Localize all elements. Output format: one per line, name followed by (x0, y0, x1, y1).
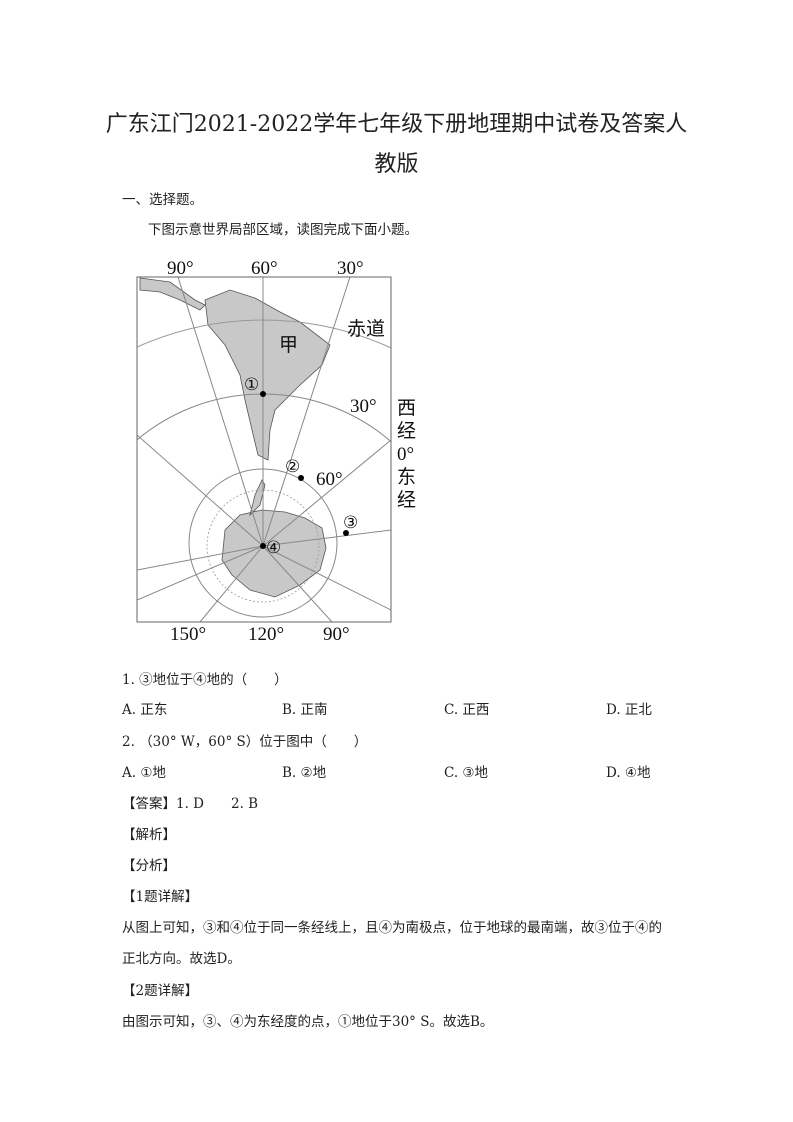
top-label-60: 60° (251, 258, 278, 279)
detail-1-heading: 【1题详解】 (122, 889, 199, 905)
lat30-label: 30° (350, 396, 377, 417)
lat60-label: 60° (316, 469, 343, 490)
detail-2-heading: 【2题详解】 (122, 983, 199, 999)
title-line-1: 广东江门2021-2022学年七年级下册地理期中试卷及答案人 (105, 112, 688, 137)
top-label-90: 90° (167, 258, 194, 279)
section-heading: 一、选择题。 (122, 192, 203, 208)
point-4-marker (260, 543, 266, 549)
point-4-label: ④ (266, 538, 281, 557)
question-2-stem: 2. （30° W，60° S）位于图中（ ） (122, 734, 368, 750)
map-body (137, 277, 391, 622)
meridians (137, 277, 391, 622)
top-label-30: 30° (337, 258, 364, 279)
point-1-label: ① (244, 375, 259, 394)
intro-text: 下图示意世界局部区域，读图完成下面小题。 (148, 222, 418, 238)
title-line-2: 教版 (374, 152, 419, 177)
q2-option-b: B. ②地 (282, 765, 327, 781)
antarctic-circle (206, 489, 320, 603)
bottom-label-90: 90° (323, 624, 350, 645)
question-1-stem: 1. ③地位于④地的（ ） (122, 672, 288, 688)
point-3-marker (343, 530, 349, 536)
q1-option-d: D. 正北 (606, 702, 652, 718)
detail-1-line-2: 正北方向。故选D。 (122, 951, 241, 967)
answer-line: 【答案】1. D 2. B (122, 796, 259, 812)
side-label-2: 0° (397, 444, 414, 465)
region-label-jia: 甲 (279, 335, 298, 356)
map-frame (136, 276, 392, 623)
side-label-3: 东 (397, 466, 416, 488)
fenxi-heading: 【分析】 (122, 858, 176, 874)
bottom-label-120: 120° (248, 624, 284, 645)
world-region-map: 90° 60° 30° 150° 120° 90° 赤道 30° 60° 甲 西… (136, 258, 416, 645)
q2-option-a: A. ①地 (122, 765, 166, 781)
equator-label: 赤道 (347, 318, 385, 340)
point-3-label: ③ (343, 513, 358, 532)
south-america-land (204, 289, 331, 461)
analysis-heading: 【解析】 (122, 827, 176, 843)
detail-2-line-1: 由图示可知，③、④为东经度的点，①地位于30° S。故选B。 (122, 1014, 494, 1030)
side-label-1: 经 (397, 420, 416, 442)
bottom-label-150: 150° (170, 624, 206, 645)
antarctica-land (221, 509, 327, 598)
side-label-0: 西 (397, 398, 416, 419)
point-2-label: ② (285, 457, 300, 476)
q2-option-d: D. ④地 (606, 765, 651, 781)
q2-option-c: C. ③地 (444, 765, 489, 781)
side-label-4: 经 (397, 489, 416, 511)
q1-option-a: A. 正东 (122, 702, 168, 718)
point-2-marker (298, 475, 304, 481)
q1-option-c: C. 正西 (444, 702, 490, 718)
point-1-marker (260, 391, 266, 397)
central-america-land (139, 277, 206, 311)
detail-1-line-1: 从图上可知，③和④位于同一条经线上，且④为南极点，位于地球的最南端，故③位于④的 (122, 920, 662, 936)
q1-option-b: B. 正南 (282, 702, 328, 718)
